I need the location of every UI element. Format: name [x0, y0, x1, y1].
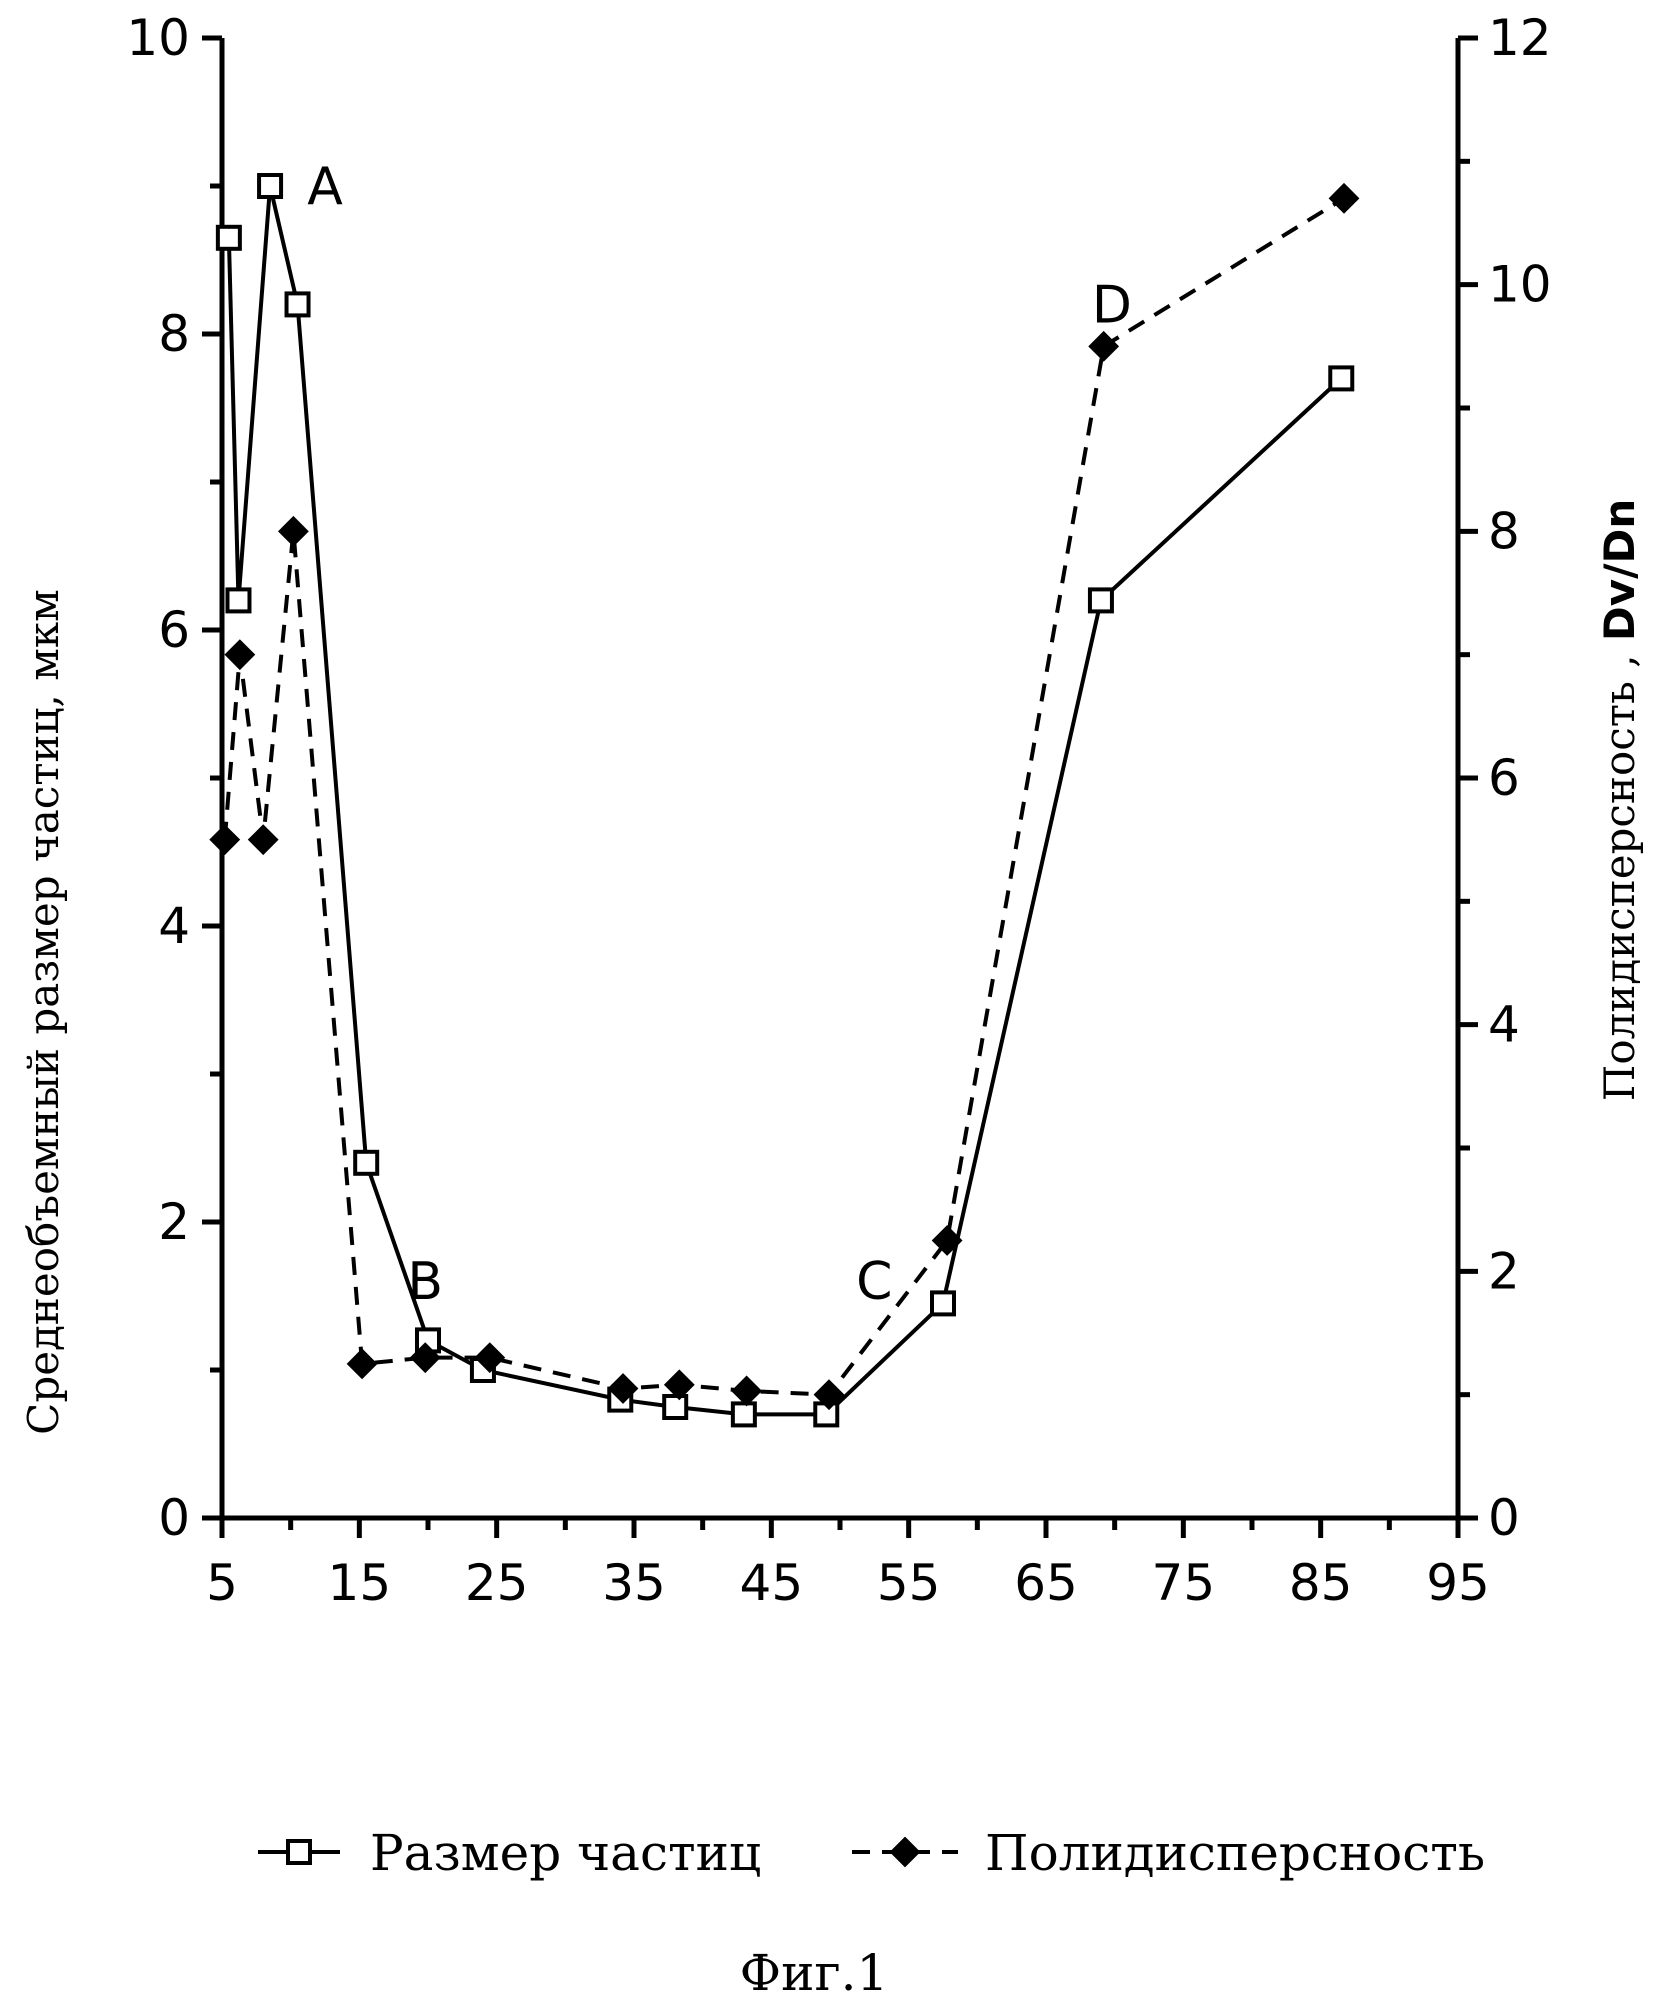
- legend-poly-marker: [891, 1838, 919, 1866]
- legend: Размер частиц Полидисперсность: [258, 1824, 1485, 1882]
- right-axis-title-text: Полидисперсность: [1595, 681, 1644, 1101]
- series-poly: [211, 184, 1358, 1408]
- left-tick-label-0: 0: [158, 1489, 190, 1547]
- size-point-12: [1090, 589, 1112, 611]
- right-tick-label-1: 2: [1488, 1242, 1520, 1300]
- x-tick-label-3: 35: [602, 1554, 666, 1612]
- left-tick-label-1: 2: [158, 1193, 190, 1251]
- size-point-4: [355, 1152, 377, 1174]
- x-tick-label-0: 5: [206, 1554, 238, 1612]
- size-point-8: [664, 1396, 686, 1418]
- size-point-11: [932, 1292, 954, 1314]
- right-axis-title-separator: ,: [1595, 641, 1644, 681]
- annotation-B: B: [407, 1252, 443, 1312]
- ticks: 5 15 25 35 45 55 65 75 85 95 0 2 4 6 8 10 0 2 4 6 8 10 12: [126, 9, 1551, 1612]
- x-tick-label-2: 25: [465, 1554, 529, 1612]
- size-point-13: [1330, 367, 1352, 389]
- right-tick-label-3: 6: [1488, 749, 1520, 807]
- poly-point-13: [1330, 184, 1358, 212]
- poly-point-3: [279, 517, 307, 545]
- left-tick-label-2: 4: [158, 897, 190, 955]
- size-point-2: [259, 175, 281, 197]
- annotation-C: C: [856, 1252, 892, 1312]
- size-point-1: [227, 589, 249, 611]
- x-tick-label-5: 55: [877, 1554, 941, 1612]
- right-tick-label-0: 0: [1488, 1489, 1520, 1547]
- x-tick-label-8: 85: [1289, 1554, 1353, 1612]
- poly-point-12: [1090, 332, 1118, 360]
- poly-point-4: [348, 1350, 376, 1378]
- legend-size-label: Размер частиц: [370, 1824, 761, 1882]
- size-point-0: [218, 227, 240, 249]
- poly-point-1: [226, 641, 254, 669]
- poly-point-9: [733, 1377, 761, 1405]
- poly-series-line: [225, 198, 1344, 1394]
- figure-caption: Фиг.1: [740, 1944, 889, 1999]
- chart: 5 15 25 35 45 55 65 75 85 95 0 2 4 6 8 10 0 2 4 6 8 10 12 A B C D…: [0, 0, 1659, 1999]
- poly-point-0: [211, 826, 239, 854]
- axes: [220, 38, 1460, 1518]
- annotation-A: A: [307, 157, 343, 217]
- size-series-line: [229, 186, 1341, 1414]
- right-tick-label-2: 4: [1488, 996, 1520, 1054]
- left-axis-title: Среднеобъемный размер частиц, мкм: [19, 589, 68, 1435]
- right-axis-title-symbol: Dv/Dn: [1595, 499, 1644, 641]
- right-axis-title: Полидисперсность , Dv/Dn: [1595, 499, 1644, 1102]
- left-tick-label-4: 8: [158, 305, 190, 363]
- right-tick-label-5: 10: [1488, 256, 1552, 314]
- series-size: [218, 175, 1352, 1425]
- right-tick-label-6: 12: [1488, 9, 1552, 67]
- legend-size-marker: [288, 1841, 310, 1863]
- left-tick-label-3: 6: [158, 601, 190, 659]
- x-tick-label-9: 95: [1426, 1554, 1490, 1612]
- legend-poly-label: Полидисперсность: [985, 1824, 1485, 1882]
- x-tick-label-4: 45: [740, 1554, 804, 1612]
- x-tick-label-1: 15: [328, 1554, 392, 1612]
- size-point-3: [287, 293, 309, 315]
- left-tick-label-5: 10: [126, 9, 190, 67]
- size-point-9: [733, 1403, 755, 1425]
- x-tick-label-7: 75: [1152, 1554, 1216, 1612]
- poly-point-2: [249, 826, 277, 854]
- annotations: A B C D: [307, 157, 1132, 1312]
- annotation-D: D: [1092, 275, 1132, 335]
- right-tick-label-4: 8: [1488, 502, 1520, 560]
- x-tick-label-6: 65: [1014, 1554, 1078, 1612]
